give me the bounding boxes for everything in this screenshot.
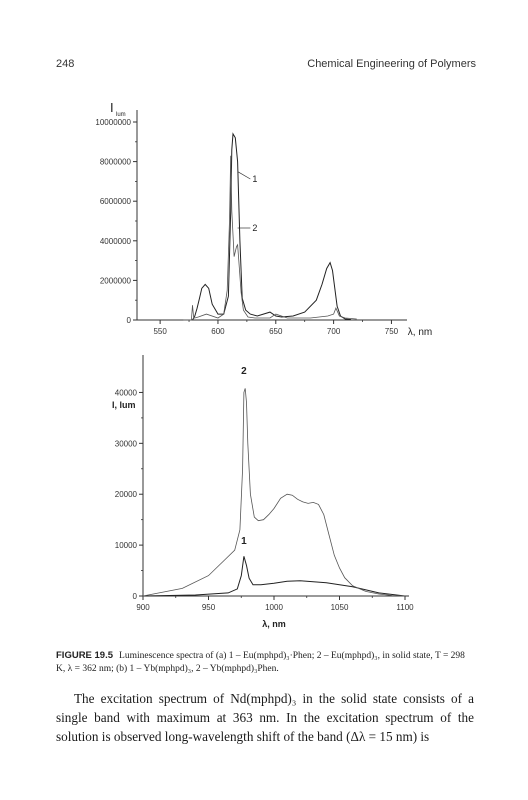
x-tick-label: 600 <box>211 327 225 336</box>
y-tick-label: 6000000 <box>100 197 132 206</box>
running-head: Chemical Engineering of Polymers <box>307 58 476 70</box>
page-number: 248 <box>56 58 75 70</box>
series-line-1 <box>192 132 352 321</box>
y-axis-label-sub: lum <box>116 112 126 118</box>
series-1-label: 1 <box>252 174 257 184</box>
x-tick-label: 750 <box>385 327 399 336</box>
series-1-leader <box>237 171 251 180</box>
x-axis-label: λ, nm <box>408 327 432 338</box>
x-tick-label: 550 <box>153 327 167 336</box>
figure-caption: FIGURE 19.5 Luminescence spectra of (a) 1… <box>56 649 474 676</box>
y-tick-label: 4000000 <box>100 237 132 246</box>
page-header: 248 Chemical Engineering of Polymers <box>56 58 476 74</box>
y-tick-label: 10000000 <box>95 118 131 127</box>
y-axis-label: I <box>110 100 114 115</box>
series-2-label: 2 <box>252 223 257 233</box>
figure-caption-text: Luminescence spectra of (a) 1 – Eu(mphpd… <box>56 651 465 674</box>
series-line-2 <box>183 155 357 321</box>
x-tick-label: 700 <box>327 327 341 336</box>
y-tick-label: 2000000 <box>100 276 132 285</box>
y-tick-label: 0 <box>127 316 132 325</box>
y-tick-label: 8000000 <box>100 158 132 167</box>
figure-label: FIGURE 19.5 <box>56 650 114 661</box>
x-tick-label: 650 <box>269 327 283 336</box>
body-paragraph: The excitation spectrum of Nd(mphpd)₃ in… <box>56 691 474 744</box>
